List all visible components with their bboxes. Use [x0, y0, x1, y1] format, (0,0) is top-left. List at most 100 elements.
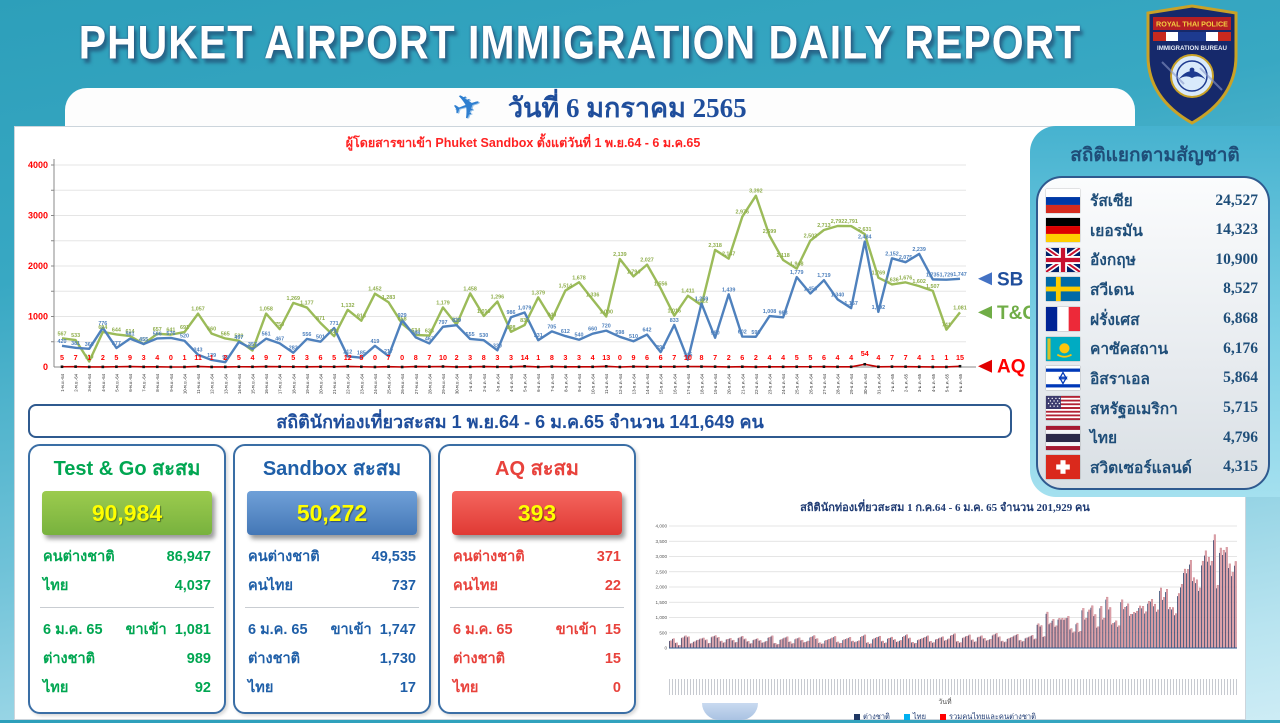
- nationality-count: 10,900: [1215, 250, 1258, 268]
- svg-text:983: 983: [779, 310, 788, 316]
- svg-text:520: 520: [180, 334, 189, 340]
- svg-text:694: 694: [98, 325, 107, 331]
- svg-text:4: 4: [768, 353, 772, 362]
- nationality-name: สหรัฐอเมริกา: [1090, 400, 1178, 418]
- svg-text:2,318: 2,318: [708, 243, 722, 249]
- svg-text:139: 139: [207, 353, 216, 359]
- svg-text:3: 3: [468, 353, 472, 362]
- stat-card: Sandbox สะสม 50,272 คนต่างชาติ 49,535 คนไ…: [233, 444, 431, 714]
- svg-text:12: 12: [344, 353, 352, 362]
- svg-text:5: 5: [60, 353, 64, 362]
- svg-text:17-พ.ย.-64: 17-พ.ย.-64: [278, 373, 283, 394]
- svg-text:29-ธ.ค.-64: 29-ธ.ค.-64: [849, 373, 854, 394]
- svg-text:771: 771: [330, 321, 339, 327]
- svg-text:21-ธ.ค.-64: 21-ธ.ค.-64: [740, 373, 745, 394]
- svg-text:1,079: 1,079: [518, 306, 532, 312]
- uk-flag-icon: [1046, 247, 1080, 272]
- svg-text:750: 750: [275, 322, 284, 328]
- airplane-icon: ✈: [448, 84, 488, 130]
- svg-text:29-พ.ย.-64: 29-พ.ย.-64: [441, 373, 446, 394]
- svg-text:16-พ.ย.-64: 16-พ.ย.-64: [264, 373, 269, 394]
- svg-text:833: 833: [670, 318, 679, 324]
- svg-text:5: 5: [114, 353, 118, 362]
- svg-text:5: 5: [359, 353, 363, 362]
- card-divider: [450, 607, 624, 608]
- svg-text:4: 4: [849, 353, 853, 362]
- legend-swatch-thai: [903, 714, 910, 720]
- svg-text:829: 829: [452, 318, 461, 324]
- svg-text:4: 4: [836, 353, 840, 362]
- svg-text:5: 5: [332, 353, 336, 362]
- page-title: PHUKET AIRPORT IMMIGRATION DAILY REPORT: [78, 16, 1082, 69]
- svg-text:3: 3: [563, 353, 567, 362]
- svg-text:986: 986: [507, 310, 516, 316]
- nationality-row: ไทย 4,796: [1046, 423, 1258, 452]
- svg-text:360: 360: [85, 342, 94, 348]
- svg-text:283: 283: [289, 346, 298, 352]
- svg-text:7-พ.ย.-64: 7-พ.ย.-64: [142, 373, 147, 391]
- card-arrive-label: ขาเข้า: [555, 622, 597, 638]
- svg-text:2: 2: [455, 353, 459, 362]
- card-row-value: 989: [186, 651, 211, 667]
- nationality-row: รัสเซีย 24,527: [1046, 186, 1258, 215]
- svg-text:580: 580: [711, 331, 720, 337]
- svg-text:602: 602: [738, 330, 747, 336]
- svg-text:2,139: 2,139: [613, 252, 627, 258]
- svg-text:330: 330: [493, 343, 502, 349]
- svg-text:641: 641: [166, 328, 175, 334]
- svg-text:1,507: 1,507: [926, 284, 940, 290]
- svg-text:530: 530: [479, 333, 488, 339]
- badge-line1: ROYAL THAI POLICE: [1156, 20, 1228, 29]
- date-banner: ✈ วันที่ 6 มกราคม 2565: [65, 84, 1135, 130]
- svg-text:1,336: 1,336: [586, 293, 600, 299]
- svg-text:3: 3: [142, 353, 146, 362]
- svg-text:2-พ.ย.-64: 2-พ.ย.-64: [74, 373, 79, 391]
- svg-text:1,747: 1,747: [953, 272, 967, 278]
- svg-text:1: 1: [944, 353, 948, 362]
- svg-text:6-ม.ค.-65: 6-ม.ค.-65: [958, 373, 963, 392]
- card-title: Test & Go สะสม: [53, 458, 201, 480]
- svg-text:3,500: 3,500: [656, 539, 668, 544]
- svg-text:1-ธ.ค.-64: 1-ธ.ค.-64: [468, 373, 473, 392]
- svg-text:1,167: 1,167: [844, 301, 858, 307]
- svg-text:2: 2: [101, 353, 105, 362]
- svg-text:4-ม.ค.-65: 4-ม.ค.-65: [931, 373, 936, 392]
- france-flag-icon: [1046, 307, 1080, 332]
- svg-text:2,075: 2,075: [899, 255, 913, 261]
- svg-text:377: 377: [112, 341, 121, 347]
- svg-text:357: 357: [248, 342, 257, 348]
- svg-text:1,602: 1,602: [912, 279, 926, 285]
- immigration-bureau-badge: ROYAL THAI POLICE IMMIGRATION BUREAU: [1146, 4, 1238, 125]
- card-divider: [40, 607, 214, 608]
- svg-text:17-ธ.ค.-64: 17-ธ.ค.-64: [686, 373, 691, 394]
- svg-text:871: 871: [316, 316, 325, 322]
- svg-text:2-ม.ค.-65: 2-ม.ค.-65: [904, 373, 909, 392]
- svg-text:1,008: 1,008: [763, 309, 777, 315]
- card-row-value: 15: [604, 651, 621, 667]
- card-row-label: คนต่างชาติ: [248, 549, 320, 565]
- svg-text:660: 660: [207, 327, 216, 333]
- svg-text:9-ธ.ค.-64: 9-ธ.ค.-64: [577, 373, 582, 392]
- nationality-row: คาซัคสถาน 6,176: [1046, 334, 1258, 363]
- svg-text:497: 497: [234, 335, 243, 341]
- svg-text:3: 3: [495, 353, 499, 362]
- nationality-name: ไทย: [1090, 430, 1118, 448]
- nationality-name: เยอรมัน: [1090, 222, 1143, 240]
- svg-text:14-พ.ย.-64: 14-พ.ย.-64: [237, 373, 242, 394]
- svg-text:566: 566: [153, 331, 162, 337]
- nationality-row: สวิตเซอร์แลนด์ 4,315: [1046, 453, 1258, 482]
- svg-text:1,283: 1,283: [382, 295, 396, 301]
- card-row-label: คนต่างชาติ: [43, 549, 115, 565]
- svg-text:4-ธ.ค.-64: 4-ธ.ค.-64: [509, 373, 514, 392]
- card-row-label: ไทย: [453, 680, 479, 696]
- legend-label-thai: ไทย: [912, 712, 927, 721]
- card-daily-total: 1,747: [379, 622, 416, 638]
- svg-text:0: 0: [664, 646, 667, 651]
- svg-text:110: 110: [85, 354, 94, 360]
- svg-text:14: 14: [521, 353, 529, 362]
- svg-text:420: 420: [58, 339, 67, 345]
- svg-text:455: 455: [139, 337, 148, 343]
- svg-text:8: 8: [482, 353, 486, 362]
- svg-text:1: 1: [210, 353, 214, 362]
- svg-text:13-พ.ย.-64: 13-พ.ย.-64: [223, 373, 228, 394]
